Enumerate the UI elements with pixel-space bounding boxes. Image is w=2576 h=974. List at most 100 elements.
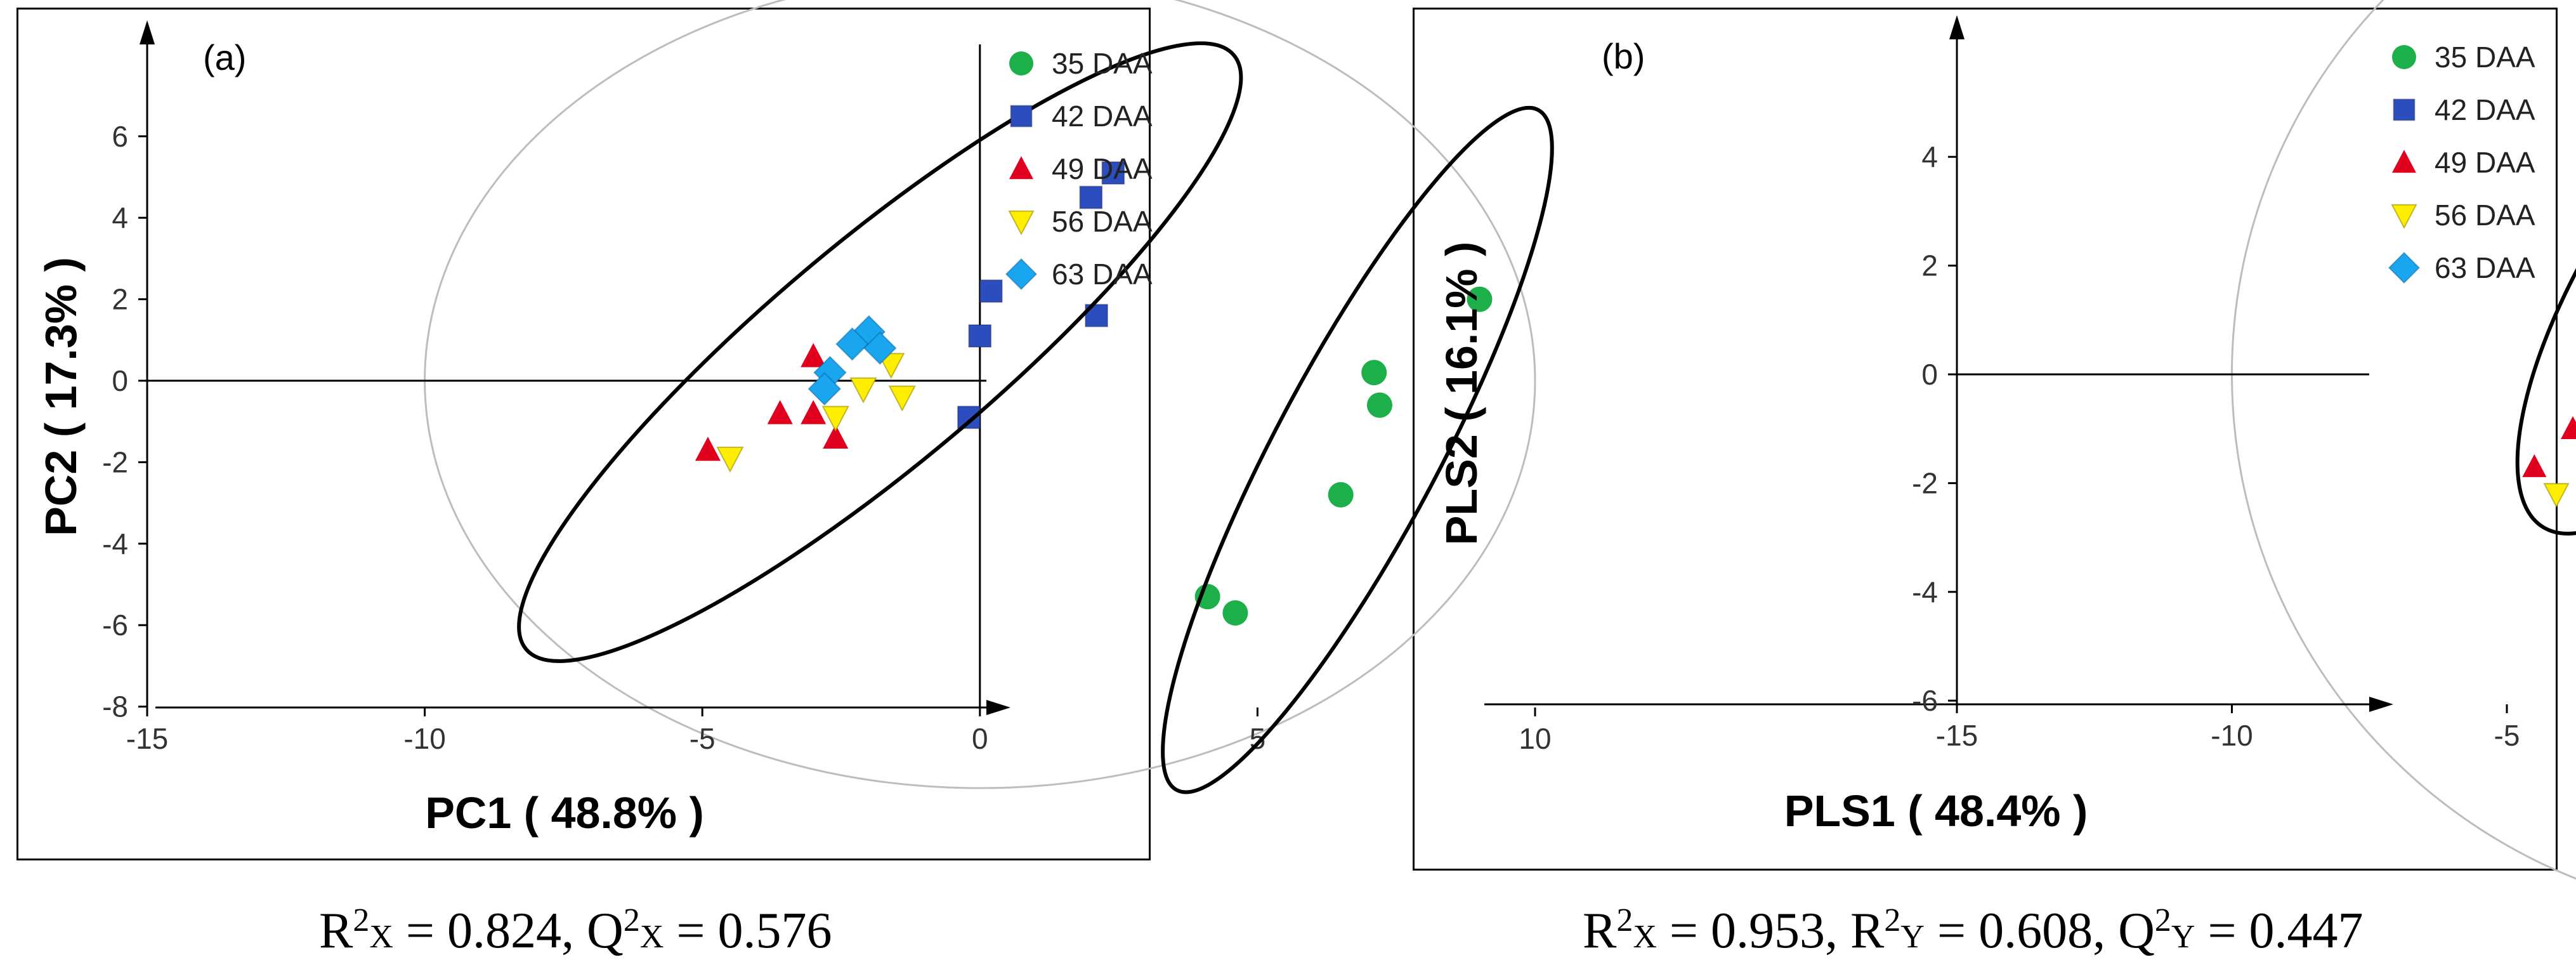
caption-b-eq2: = 0.608, [1924,903,2119,959]
panel-a-group-ellipse [1161,105,1554,794]
panel-b-legend-label: 63 DAA [2435,251,2535,284]
caption-b-y1: Y [1900,919,1925,955]
panel-b-legend-label: 56 DAA [2435,199,2535,232]
panel-b-frame [1413,8,2558,871]
panel-b-y-tick-label: 0 [1921,358,1938,391]
panel-b-legend-marker [2393,98,2416,121]
caption-b-r: R [1583,903,1617,959]
panel-a-y-tick-label: -4 [102,527,128,560]
panel-a-x-axis-arrow [986,700,1010,715]
panel-a-y-tick-label: 2 [112,283,128,316]
panel-b-y-tick-label: -4 [1912,576,1938,609]
panel-a-point-56-daa [849,377,877,404]
panel-a-point-42-daa [968,324,992,348]
panel-a-y-tick-label: 4 [112,201,128,234]
caption-b-eq3: = 0.447 [2195,903,2364,959]
panel-a-legend-label: 49 DAA [1052,152,1153,185]
panel-b-x-tick-label: -5 [2494,719,2520,752]
caption-b-y2: Y [2171,919,2195,955]
panel-a-legend-marker [1005,258,1038,291]
panel-b-y-tick-label: -2 [1912,466,1938,499]
panel-a-point-42-daa [1101,161,1125,185]
panel-b-x-axis-arrow [2369,697,2393,712]
panel-a-point-63-daa [807,372,842,406]
caption-b-q-sup: 2 [2154,902,2171,938]
panel-a-x-tick-label: -5 [690,722,716,755]
panel-a-point-35-daa [1467,286,1493,312]
panel-a-frame [16,8,1151,860]
caption-a-r: R [319,903,353,959]
panel-a-point-35-daa [1222,600,1248,626]
caption-b-x1: X [1633,919,1657,955]
panel-a-x-tick-label: -10 [403,722,445,755]
panel-b-y-tick-label: 4 [1921,140,1938,173]
panel-a-point-63-daa [863,331,897,365]
panel-a-x-axis-label: PC1 ( 48.8% ) [425,788,704,838]
panel-a-y-tick-label: 0 [112,364,128,397]
panel-b-point-49-daa [2522,454,2547,477]
panel-a-y-tick-label: -6 [102,609,128,642]
panel-b-y-tick-label: -6 [1912,684,1938,717]
panel-b-x-axis-label: PLS1 ( 48.4% ) [1784,786,2088,836]
panel-b-x-tick-label: -15 [1936,719,1978,752]
caption-b-r2: R [1850,903,1885,959]
panel-b-reference-circle [2231,0,2576,880]
caption-a-eq1: = 0.824, [393,903,587,959]
panel-a-legend-label: 56 DAA [1052,205,1153,238]
panel-b-legend-marker [2391,204,2417,230]
panel-a-y-tick-label: 6 [112,120,128,153]
caption-b-r-sup: 2 [1616,902,1633,938]
panel-b-legend-label: 35 DAA [2435,41,2535,74]
panel-a-point-42-daa [979,279,1003,303]
panel-a-point-35-daa [1361,360,1387,386]
panel-b-legend-label: 49 DAA [2435,146,2535,179]
panel-a-point-63-daa [835,327,869,361]
panel-a-point-49-daa [695,437,721,461]
panel-a-point-35-daa [1366,392,1392,418]
caption-a-r-sup: 2 [353,902,370,938]
panel-a-legend-marker [1009,156,1033,180]
caption-a-eq2: = 0.576 [664,903,832,959]
caption-b-r2-sup: 2 [1884,902,1901,938]
panel-b-legend-label: 42 DAA [2435,93,2535,126]
panel-a-label: (a) [203,37,246,77]
panel-b-legend-marker [2392,150,2416,173]
panel-a-point-56-daa [716,446,744,473]
caption-b: R2X = 0.953, R2Y = 0.608, Q2Y = 0.447 [1583,902,2364,959]
panel-a-legend-label: 35 DAA [1052,47,1153,80]
panel-a-legend-marker [1010,105,1033,128]
panel-a-point-49-daa [801,343,827,367]
panel-a-point-49-daa [801,400,827,424]
panel-b-y-axis-arrow [1949,15,1965,39]
caption-a-x2: X [639,919,664,955]
panel-b-point-56-daa [2543,483,2570,508]
panel-a-legend-marker [1009,51,1033,76]
panel-b-x-tick-label: -10 [2211,719,2252,752]
panel-a-legend-marker [1008,210,1035,236]
panel-a-y-tick-label: -2 [102,445,128,478]
caption-a-q: Q [587,903,624,959]
caption-b-q: Q [2118,903,2155,959]
panel-b-y-axis-label: PLS2 ( 16.1% ) [1437,242,1486,546]
caption-b-eq1: = 0.953, [1656,903,1851,959]
panel-a-x-tick-label: 0 [972,722,988,755]
panel-a-point-49-daa [823,424,849,449]
panel-a-x-tick-label: 10 [1519,722,1551,755]
panel-a-legend-label: 42 DAA [1052,100,1153,133]
caption-a-q-sup: 2 [623,902,640,938]
panel-a-point-56-daa [888,385,916,412]
panel-a-point-35-daa [1328,482,1354,508]
panel-b-legend-marker [2392,45,2416,69]
panel-b-legend-marker [2388,251,2421,284]
panel-a-point-49-daa [767,400,793,424]
panel-a-y-tick-label: -8 [102,690,128,723]
caption-a-x1: X [369,919,393,955]
panel-b-point-49-daa [2561,416,2576,439]
panel-a-point-42-daa [1079,185,1103,209]
panel-a-point-56-daa [821,405,849,432]
panel-a-y-axis-label: PC2 ( 17.3% ) [36,257,86,536]
panel-b-group-ellipse [2515,17,2576,536]
panel-a-legend-label: 63 DAA [1052,258,1153,291]
